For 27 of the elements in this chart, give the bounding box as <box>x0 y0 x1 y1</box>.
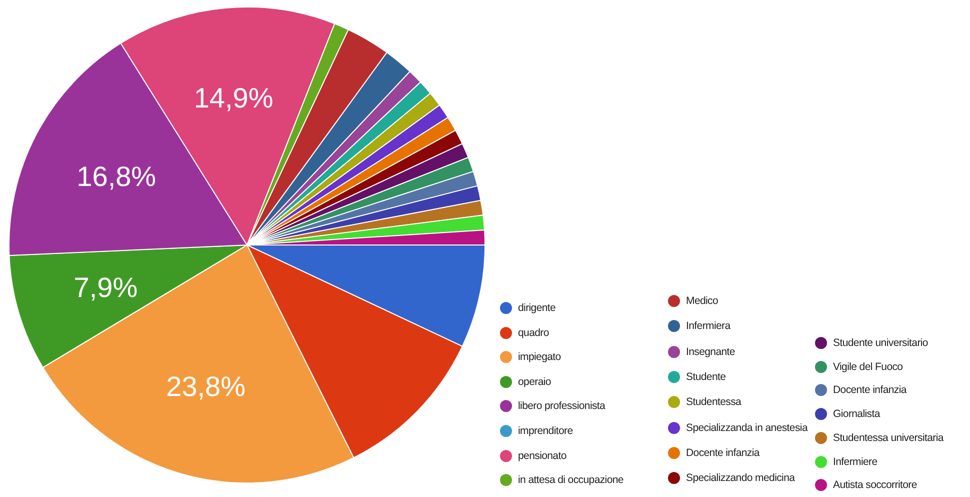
legend-label: dirigente <box>518 302 556 314</box>
legend-label: pensionato <box>518 450 566 462</box>
legend-label: Studentessa <box>686 396 742 408</box>
legend-label: Giornalista <box>833 408 880 420</box>
legend-label: Specializzanda in anestesia <box>686 422 808 434</box>
legend-label: impiegato <box>518 351 561 364</box>
legend-label: Docente infanzia <box>833 384 906 396</box>
legend-label: Infermiera <box>686 320 730 332</box>
legend-label: Studente universitario <box>833 337 928 349</box>
legend-label: Insegnante <box>686 346 735 358</box>
data-label: 7,9% <box>74 272 138 303</box>
legend-label: Autista soccorritore <box>833 479 917 492</box>
legend-label: in attesa di occupazione <box>518 474 624 486</box>
legend-label: Studentessa universitaria <box>833 432 944 444</box>
legend-label: imprenditore <box>518 425 573 437</box>
data-label: 14,9% <box>194 82 274 114</box>
data-label: 23,8% <box>166 371 246 402</box>
legend-label: Infermiere <box>833 456 878 468</box>
legend-label: Studente <box>686 370 726 383</box>
legend-label: Docente infanzia <box>686 446 760 459</box>
data-label: 16,8% <box>76 160 156 192</box>
legend-label: quadro <box>518 326 549 339</box>
legend-label: Specializzando medicina <box>686 472 795 484</box>
legend-label: operaio <box>518 376 551 388</box>
legend-label: libero professionista <box>518 400 606 412</box>
legend-label: Vigile del Fuoco <box>833 360 903 373</box>
legend-label: Medico <box>686 295 718 307</box>
